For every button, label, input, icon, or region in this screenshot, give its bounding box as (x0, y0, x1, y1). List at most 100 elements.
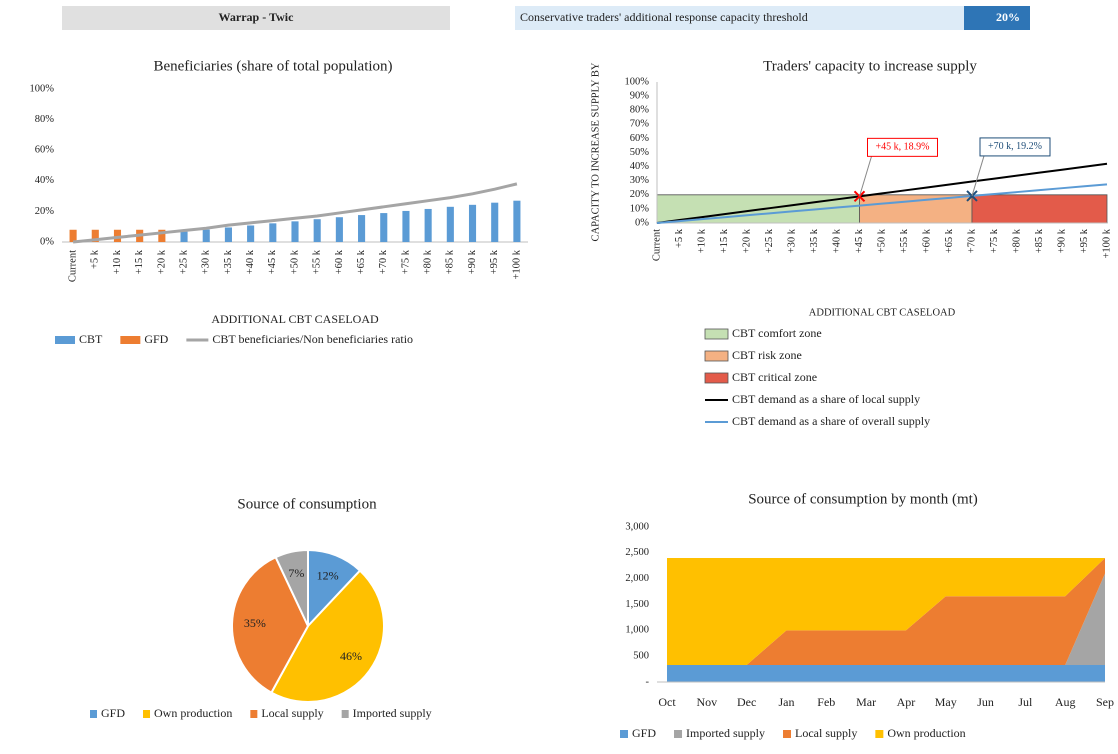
legend-label: CBT beneficiaries/Non beneficiaries rati… (212, 332, 413, 346)
zone-area (971, 194, 1108, 224)
legend-swatch (120, 336, 141, 344)
x-tick-label: +5 k (90, 249, 101, 269)
legend-label: CBT demand as a share of local supply (732, 392, 920, 406)
y-tick-label: 1,500 (625, 599, 649, 610)
annotation-box (979, 137, 1051, 157)
x-tick-label: +70 k (966, 228, 977, 253)
y-tick-label: 40% (630, 161, 650, 172)
y-tick-label: 1,000 (625, 625, 649, 636)
annotation-leader (859, 156, 872, 197)
y-tick-label: 90% (630, 91, 650, 102)
line (656, 183, 1108, 224)
threshold-label: Conservative traders' additional respons… (520, 10, 808, 24)
bar (513, 200, 521, 242)
bar (358, 215, 366, 242)
pie-slice (270, 569, 385, 703)
y-tick-label: 2,500 (625, 547, 649, 558)
legend-swatch (783, 730, 792, 738)
x-tick-label: Aug (1055, 695, 1076, 709)
legend-swatch (90, 710, 97, 718)
x-tick-label: +55 k (312, 249, 323, 274)
legend-label: CBT critical zone (732, 370, 817, 384)
bar (446, 206, 454, 242)
x-tick-label: Sep (1096, 695, 1114, 709)
y-tick-label: 60% (630, 133, 650, 144)
y-tick-label: 0% (635, 217, 649, 228)
legend-label: GFD (632, 726, 656, 740)
y-tick-label: 80% (630, 105, 650, 116)
bar (247, 225, 255, 242)
x-axis-title: ADDITIONAL CBT CASELOAD (211, 312, 379, 326)
bar (113, 229, 122, 242)
threshold-box (515, 6, 964, 30)
x-axis-title: ADDITIONAL CBT CASELOAD (809, 307, 956, 318)
x-tick-label: +35 k (809, 228, 820, 253)
y-tick-label: 80% (35, 114, 55, 125)
x-tick-label: +15 k (134, 249, 145, 274)
x-tick-label: +70 k (378, 249, 389, 274)
line (656, 162, 1108, 224)
bar (224, 227, 232, 242)
pie-label: 35% (244, 616, 266, 630)
x-tick-label: +100 k (511, 249, 522, 279)
x-tick-label: +10 k (112, 249, 123, 274)
x-tick-label: +85 k (1034, 228, 1045, 253)
bar (402, 210, 410, 242)
annotation-box (867, 137, 938, 157)
y-tick-label: 2,000 (625, 573, 649, 584)
x-tick-label: +95 k (1079, 228, 1090, 253)
bar (202, 229, 210, 242)
chart-title: Beneficiaries (share of total population… (153, 58, 392, 74)
pie-slice (274, 548, 309, 627)
pie-label: 7% (288, 566, 304, 580)
legend-swatch (250, 710, 258, 718)
x-tick-label: +15 k (719, 228, 730, 253)
y-tick-label: 70% (630, 119, 650, 130)
bar (380, 213, 388, 242)
x-tick-label: +90 k (467, 249, 478, 274)
legend-label: GFD (144, 332, 168, 346)
legend-label: CBT demand as a share of overall supply (732, 414, 930, 428)
x-tick-label: +35 k (223, 249, 234, 274)
bar (269, 223, 277, 242)
header-box (62, 6, 450, 30)
pie-label: 12% (317, 568, 339, 582)
y-tick-label: 100% (30, 83, 55, 94)
y-tick-label: 60% (35, 145, 55, 156)
x-tick-label: Feb (817, 695, 835, 709)
y-tick-label: 10% (630, 203, 650, 214)
threshold-value: 20% (996, 10, 1020, 24)
chart-title: Traders' capacity to increase supply (763, 58, 977, 74)
x-tick-label: +80 k (1011, 228, 1022, 253)
legend-label: CBT comfort zone (732, 326, 822, 340)
x-tick-label: +75 k (400, 249, 411, 274)
x-tick-label: Apr (897, 695, 916, 709)
stacked-area (667, 558, 1105, 665)
bar (468, 204, 477, 242)
x-tick-label: +20 k (741, 228, 752, 253)
bar (491, 202, 499, 242)
legend-swatch (143, 710, 151, 718)
bar (424, 208, 432, 242)
bar (158, 229, 166, 242)
x-tick-label: Current (68, 250, 79, 282)
legend-label: Own production (154, 706, 232, 720)
x-tick-label: Current (651, 229, 662, 261)
y-axis-title: CAPACITY TO INCREASE SUPPLY BY (590, 62, 601, 241)
bar (313, 219, 321, 242)
y-tick-label: 100% (625, 76, 650, 87)
legend-swatch (875, 730, 884, 738)
x-tick-label: +45 k (267, 249, 278, 274)
x-tick-label: +30 k (786, 228, 797, 253)
x-tick-label: +60 k (921, 228, 932, 253)
x-tick-label: Jun (977, 695, 994, 709)
x-tick-label: Nov (696, 695, 717, 709)
x-tick-label: +10 k (696, 228, 707, 253)
legend-swatch (704, 350, 729, 362)
x-tick-label: +95 k (489, 249, 500, 274)
y-tick-label: - (646, 676, 650, 687)
legend-label: Imported supply (353, 706, 432, 720)
bar (291, 221, 299, 242)
stacked-area (667, 664, 1105, 682)
legend-swatch (704, 328, 729, 340)
